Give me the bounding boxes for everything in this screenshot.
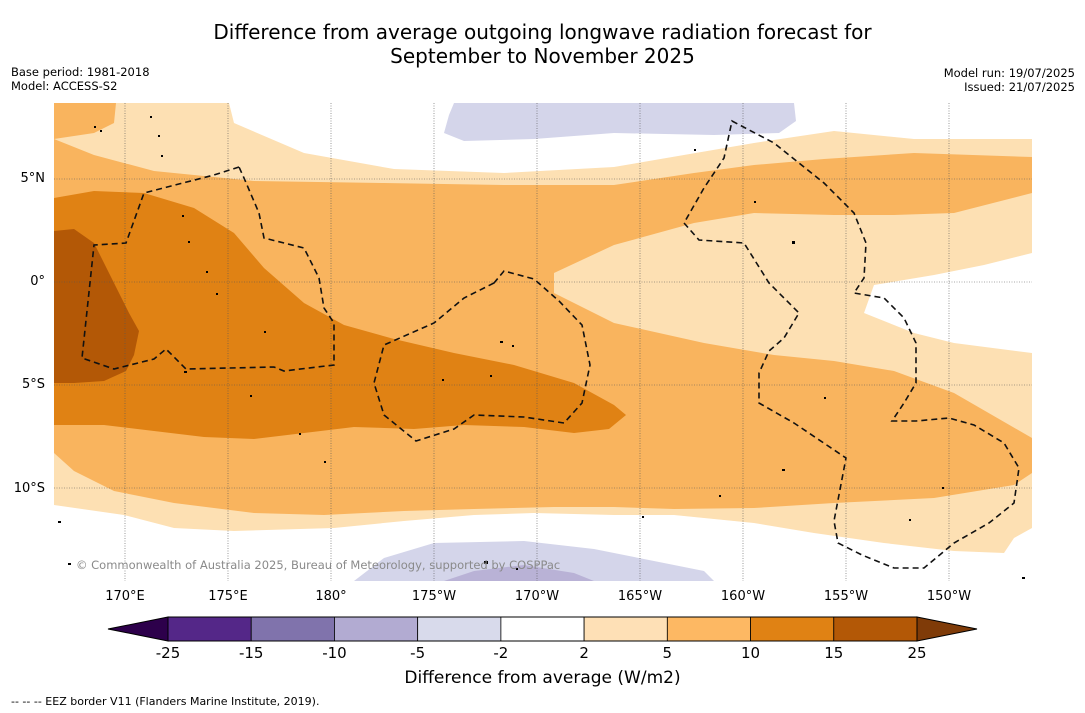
eez-kiribati-line bbox=[683, 119, 1020, 569]
colorbar-frame bbox=[167, 616, 918, 642]
lon-label-180: 180° bbox=[315, 589, 347, 604]
copyright-notice: © Commonwealth of Australia 2025, Bureau… bbox=[76, 558, 561, 572]
grid-lines bbox=[54, 103, 1032, 581]
colorbar-tick-label: 5 bbox=[663, 644, 673, 662]
colorbar-under-arrow bbox=[107, 616, 169, 642]
islands bbox=[58, 116, 1025, 579]
map-svg bbox=[54, 103, 1032, 581]
lon-label-170e: 170°E bbox=[105, 589, 145, 604]
contour-neg5-south bbox=[354, 541, 714, 581]
lon-label-175e: 175°E bbox=[208, 589, 248, 604]
contour-5-corner bbox=[54, 103, 116, 139]
colorbar-tick-labels: -25 -15 -10 -5 -2 2 5 10 15 25 bbox=[156, 644, 927, 662]
contour-neg5-south-inner bbox=[444, 565, 594, 581]
colorbar-tick-label: 25 bbox=[907, 644, 926, 662]
colorbar-tick-label: 10 bbox=[741, 644, 760, 662]
colorbar-segment bbox=[250, 616, 335, 642]
lon-label-175w: 175°W bbox=[411, 589, 457, 604]
colorbar-tick-label: -10 bbox=[322, 644, 347, 662]
chart-title: Difference from average outgoing longwav… bbox=[0, 20, 1085, 68]
eez-fiji-tuvalu bbox=[81, 166, 335, 372]
lon-label-170w: 170°W bbox=[514, 589, 560, 604]
colorbar-label: Difference from average (W/m2) bbox=[404, 668, 681, 688]
lat-label-0: 0° bbox=[30, 274, 45, 289]
lon-label-160w: 160°W bbox=[720, 589, 766, 604]
meta-right: Model run: 19/07/2025 Issued: 21/07/2025 bbox=[944, 66, 1075, 94]
colorbar-tick-label: -2 bbox=[493, 644, 508, 662]
colorbar-tick-label: 15 bbox=[824, 644, 843, 662]
eez-samoa bbox=[373, 270, 591, 442]
colorbar-segments bbox=[167, 616, 918, 642]
colorbar-segment bbox=[500, 616, 585, 642]
colorbar-segment bbox=[833, 616, 918, 642]
colorbar: -25 -15 -10 -5 -2 2 5 10 15 25 bbox=[0, 612, 1085, 682]
issued-date: Issued: 21/07/2025 bbox=[964, 80, 1075, 94]
contour-neg5-north bbox=[444, 103, 796, 141]
colorbar-over-arrow bbox=[916, 616, 978, 642]
colorbar-segment bbox=[417, 616, 502, 642]
contour-15-blob bbox=[54, 229, 139, 383]
base-period: Base period: 1981-2018 bbox=[11, 65, 150, 79]
colorbar-tick-label: 2 bbox=[579, 644, 589, 662]
title-line-2: September to November 2025 bbox=[390, 44, 695, 68]
lon-label-150w: 150°W bbox=[926, 589, 972, 604]
lat-label-5s: 5°S bbox=[21, 377, 45, 392]
model-run: Model run: 19/07/2025 bbox=[943, 66, 1075, 80]
colorbar-segment bbox=[334, 616, 419, 642]
colorbar-tick-label: -15 bbox=[239, 644, 264, 662]
lon-label-155w: 155°W bbox=[823, 589, 869, 604]
colorbar-segment bbox=[666, 616, 751, 642]
contour-10-region bbox=[54, 191, 626, 439]
colorbar-segment bbox=[167, 616, 252, 642]
title-line-1: Difference from average outgoing longwav… bbox=[213, 20, 872, 44]
model-name: Model: ACCESS-S2 bbox=[11, 79, 118, 93]
lon-label-165w: 165°W bbox=[617, 589, 663, 604]
colorbar-tick-label: -5 bbox=[410, 644, 425, 662]
map-panel[interactable] bbox=[54, 103, 1032, 581]
colorbar-segment bbox=[583, 616, 668, 642]
lat-label-10s: 10°S bbox=[13, 481, 45, 496]
lat-label-5n: 5°N bbox=[20, 171, 46, 186]
colorbar-svg: -25 -15 -10 -5 -2 2 5 10 15 25 bbox=[107, 616, 978, 662]
meta-left: Base period: 1981-2018 Model: ACCESS-S2 bbox=[11, 65, 150, 93]
eez-footnote: -- -- -- EEZ border V11 (Flanders Marine… bbox=[11, 695, 320, 708]
eez-borders bbox=[81, 119, 1020, 569]
colorbar-segment bbox=[750, 616, 835, 642]
colorbar-tick-label: -25 bbox=[156, 644, 181, 662]
